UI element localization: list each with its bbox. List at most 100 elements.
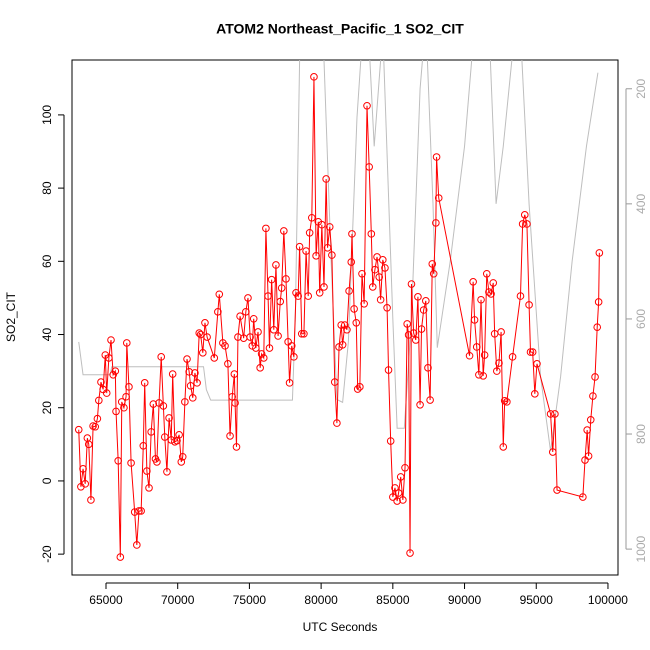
data-point [352, 319, 361, 327]
data-point [149, 400, 158, 408]
data-point [105, 354, 113, 362]
data-point [553, 486, 561, 494]
data-point [371, 265, 379, 274]
data-point [516, 292, 525, 300]
data-point [102, 389, 111, 397]
data-point [401, 463, 409, 472]
data-point [160, 433, 169, 441]
data-point [480, 351, 489, 359]
data-point [153, 458, 161, 466]
data-point [411, 336, 420, 344]
data-point [264, 292, 272, 300]
data-point [426, 396, 434, 404]
data-point [323, 243, 332, 252]
data-point [579, 493, 587, 501]
data-point [419, 306, 428, 314]
data-point [548, 448, 557, 456]
data-point [591, 373, 599, 381]
data-point [320, 283, 328, 291]
data-point [249, 314, 258, 323]
data-point [188, 394, 197, 402]
data-point [127, 459, 135, 467]
data-point [297, 329, 306, 338]
data-point [508, 353, 517, 361]
y2-tick-label: 800 [634, 424, 648, 444]
data-point [333, 419, 341, 427]
data-point [414, 293, 422, 301]
data-point [373, 253, 381, 261]
data-point [337, 321, 345, 329]
data-point [523, 220, 531, 228]
data-point [482, 269, 491, 278]
data-point [403, 320, 411, 328]
data-point [469, 278, 477, 286]
data-point [143, 467, 151, 475]
data-point [294, 292, 302, 300]
data-point [230, 370, 239, 378]
data-point [389, 493, 397, 501]
data-point [267, 275, 276, 284]
data-point [375, 273, 384, 281]
data-point [246, 333, 254, 341]
data-point [116, 553, 125, 561]
data-point [312, 252, 320, 260]
data-point [290, 353, 298, 361]
data-point [497, 328, 505, 336]
data-point [163, 467, 171, 476]
data-point [191, 369, 199, 377]
data-point [381, 264, 389, 272]
data-point [378, 256, 387, 264]
y-tick-label: 80 [40, 181, 54, 195]
data-point [185, 368, 193, 376]
data-point [259, 354, 268, 362]
data-point [274, 332, 282, 340]
data-point [242, 308, 250, 316]
data-point [203, 333, 211, 341]
data-point [546, 410, 555, 418]
data-point [210, 354, 219, 362]
y-tick-label: 100 [40, 105, 54, 125]
x-tick-label: 70000 [161, 593, 195, 607]
data-point [470, 316, 479, 324]
data-point [177, 458, 186, 466]
x-tick-label: 65000 [89, 593, 123, 607]
data-point [272, 261, 280, 269]
data-point [472, 343, 481, 351]
data-point [221, 342, 229, 350]
data-point [195, 329, 204, 337]
data-point [315, 288, 324, 297]
data-point [310, 73, 318, 81]
x-tick-label: 100000 [588, 593, 628, 607]
data-point [277, 284, 286, 292]
data-point [133, 541, 141, 549]
data-point [193, 379, 201, 387]
data-point [526, 348, 535, 356]
data-point [307, 213, 316, 222]
data-point [318, 220, 326, 229]
data-point [424, 364, 432, 372]
data-point [265, 344, 274, 352]
data-point [214, 308, 222, 316]
data-point [181, 398, 189, 406]
data-point [417, 325, 426, 333]
data-point [234, 333, 242, 341]
data-point [358, 269, 366, 278]
data-point [489, 279, 498, 287]
data-point [252, 344, 260, 352]
data-point [429, 269, 438, 278]
data-point [287, 342, 296, 350]
data-point [112, 407, 120, 416]
data-point [345, 287, 353, 295]
data-point [300, 329, 308, 338]
data-point [107, 336, 115, 344]
data-point [485, 288, 493, 296]
data-point [168, 370, 177, 378]
data-point [353, 385, 362, 393]
x-tick-label: 90000 [448, 593, 482, 607]
x-tick-label: 80000 [304, 593, 338, 607]
y2-tick-label: 1000 [634, 535, 648, 562]
data-point [499, 443, 508, 451]
data-point [394, 489, 403, 497]
data-point [262, 224, 270, 233]
